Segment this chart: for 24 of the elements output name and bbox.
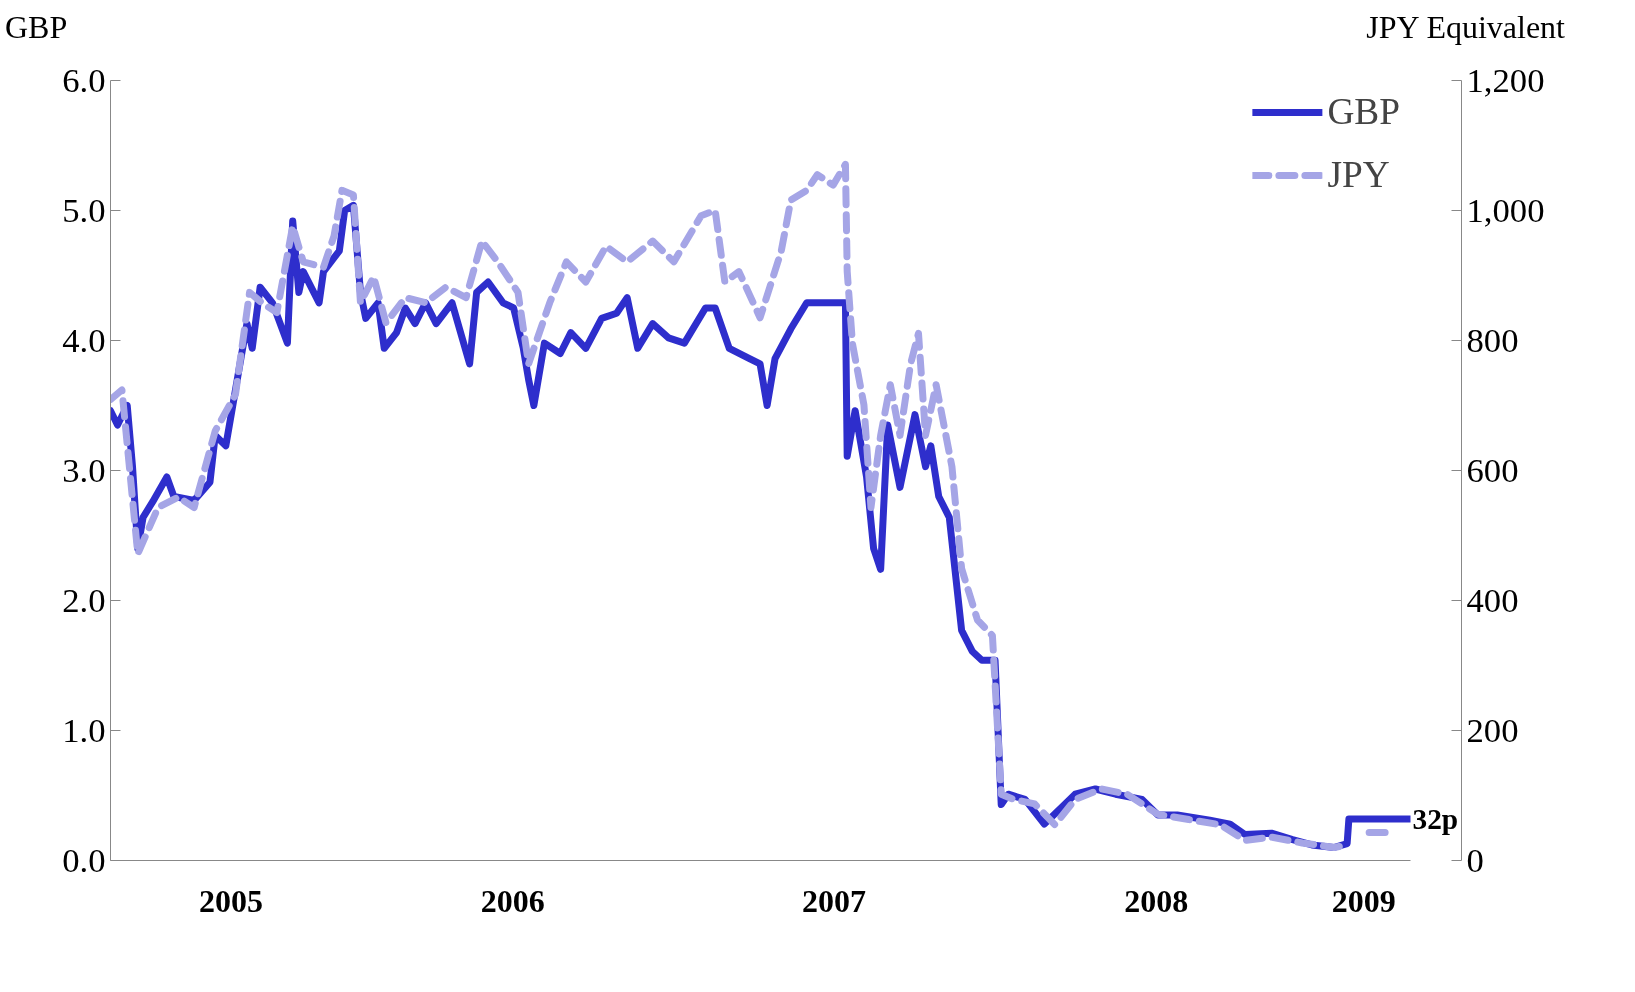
legend-label: GBP [1327, 90, 1400, 133]
x-tick-label: 2007 [801, 882, 866, 919]
y2-tick-label: 400 [1466, 580, 1519, 619]
y-tick-label: 0.0 [62, 840, 106, 879]
y-axis-title: GBP [5, 8, 68, 47]
y2-tick-label: 800 [1466, 320, 1519, 359]
x-tick-label: 2009 [1331, 882, 1396, 919]
y2-tick-label: 600 [1466, 450, 1519, 489]
legend-label: JPY [1327, 153, 1390, 196]
y2-tick-label: 1,200 [1466, 60, 1545, 99]
y-tick-label: 1.0 [62, 710, 106, 749]
y-tick-label: 3.0 [62, 450, 106, 489]
y-tick-label: 2.0 [62, 580, 106, 619]
y-tick-label: 6.0 [62, 60, 106, 99]
x-tick-label: 2006 [480, 882, 545, 919]
annotation: 32p [1412, 802, 1459, 835]
x-tick-label: 2008 [1124, 882, 1189, 919]
y2-tick-label: 200 [1466, 710, 1519, 749]
y-tick-label: 5.0 [62, 190, 106, 229]
y2-tick-label: 0 [1466, 840, 1484, 879]
y-tick-label: 4.0 [62, 320, 106, 359]
y2-axis-title: JPY Equivalent [1366, 8, 1565, 47]
y2-tick-label: 1,000 [1466, 190, 1545, 229]
x-tick-label: 2005 [199, 882, 264, 919]
